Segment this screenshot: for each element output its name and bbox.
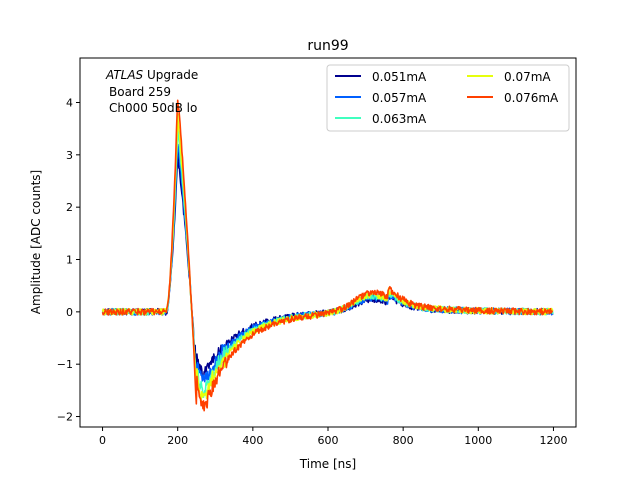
x-tick-label: 0 [99,434,106,447]
y-tick-label: −1 [57,358,73,371]
y-axis-ticks: −2 −1 0 1 2 3 4 [57,96,80,424]
annotation-atlas: ATLAS [105,68,144,82]
x-tick-label: 1000 [464,434,492,447]
x-tick-label: 600 [318,434,339,447]
legend-label: 0.063mA [372,112,427,126]
annotation-block: ATLAS Upgrade Board 259 Ch000 50dB lo [105,68,198,115]
svg-text:ATLAS Upgrade: ATLAS Upgrade [105,68,198,82]
legend-label: 0.057mA [372,91,427,105]
x-tick-label: 400 [242,434,263,447]
annotation-board: Board 259 [109,85,171,99]
x-axis-label: Time [ns] [299,457,356,471]
y-axis-label: Amplitude [ADC counts] [29,170,43,314]
series-line-0.07mA [101,113,554,402]
legend-label: 0.07mA [504,70,551,84]
y-tick-label: 3 [66,149,73,162]
legend: 0.051mA 0.057mA 0.063mA 0.07mA 0.076mA [326,64,570,132]
x-tick-label: 200 [167,434,188,447]
chart-title: run99 [307,38,348,54]
x-tick-label: 800 [393,434,414,447]
legend-label: 0.051mA [372,70,427,84]
series-line-0.063mA [101,127,554,399]
annotation-channel: Ch000 50dB lo [109,101,197,115]
y-tick-label: 0 [66,306,73,319]
series-layer [101,99,554,412]
annotation-upgrade: Upgrade [143,68,198,82]
legend-label: 0.076mA [504,91,559,105]
legend-box [326,64,570,132]
x-axis-ticks: 0 200 400 600 800 1000 1200 [99,427,567,447]
y-tick-label: 4 [66,96,73,109]
y-tick-label: 1 [66,254,73,267]
y-tick-label: 2 [66,201,73,214]
x-tick-label: 1200 [539,434,567,447]
series-line-0.076mA [101,99,554,412]
y-tick-label: −2 [57,411,73,424]
